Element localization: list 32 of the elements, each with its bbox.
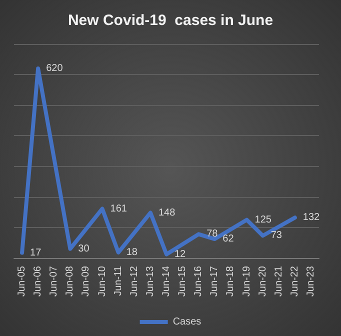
data-label: 148 <box>158 207 176 218</box>
x-tick-label: Jun-07 <box>48 266 60 297</box>
x-tick-label: Jun-14 <box>161 266 172 297</box>
data-label: 125 <box>254 214 272 226</box>
x-tick-label: Jun-23 <box>305 266 316 297</box>
data-label: 620 <box>46 62 64 74</box>
x-tick-label: Jun-19 <box>241 266 252 297</box>
data-label: 30 <box>78 243 90 254</box>
x-tick-label: Jun-17 <box>209 266 220 297</box>
x-tick-label: Jun-22 <box>289 266 300 297</box>
chart-title: New Covid-19 cases in June <box>68 12 274 29</box>
data-label: 62 <box>222 234 234 245</box>
x-tick-label: Jun-12 <box>128 266 140 297</box>
x-tick-label: Jun-20 <box>257 266 268 297</box>
data-label: 12 <box>174 248 186 260</box>
data-label: 161 <box>110 203 128 214</box>
x-tick-label: Jun-08 <box>64 266 76 297</box>
x-tick-label: Jun-11 <box>112 266 124 296</box>
x-tick-label: Jun-15 <box>177 266 188 297</box>
x-tick-label: Jun-16 <box>193 266 204 297</box>
data-label: 18 <box>126 246 138 258</box>
x-tick-label: Jun-21 <box>273 266 284 297</box>
x-tick-label: Jun-09 <box>80 266 92 297</box>
data-label: 73 <box>270 230 282 242</box>
data-label: 17 <box>30 247 42 258</box>
x-tick-label: Jun-06 <box>32 266 44 297</box>
data-label: 132 <box>302 212 320 224</box>
x-tick-label: Jun-05 <box>16 266 28 297</box>
x-tick-label: Jun-18 <box>225 266 236 297</box>
x-tick-label: Jun-13 <box>144 266 156 297</box>
x-tick-label: Jun-10 <box>96 266 108 297</box>
legend-label: Cases <box>172 316 202 328</box>
